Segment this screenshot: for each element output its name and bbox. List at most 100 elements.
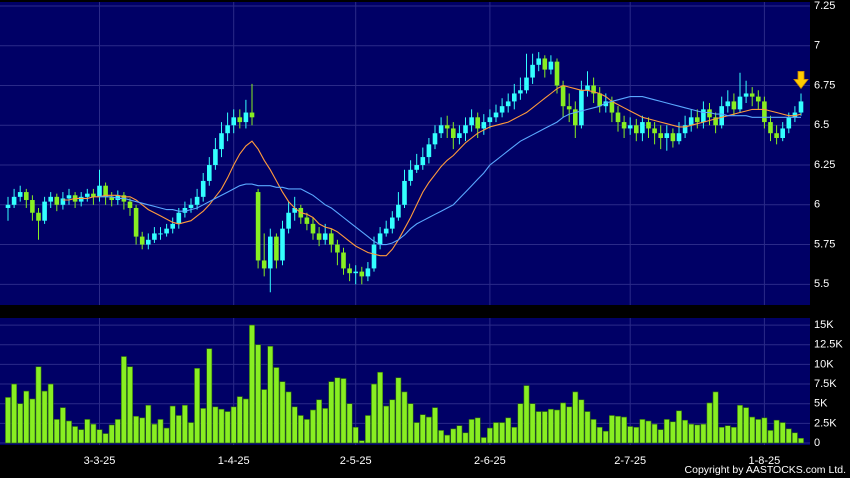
volume-bar [505,417,512,444]
candle-body [652,128,657,134]
volume-bar [773,419,780,444]
candle-body [566,106,572,110]
volume-bar [236,396,243,444]
volume-bar [66,420,72,444]
volume-bar [17,403,24,444]
candle-body [670,133,676,142]
candle-body [499,106,505,113]
volume-bar [200,408,207,444]
volume-bar [474,417,481,444]
x-tick-label: 2-6-25 [474,455,506,467]
candle-body [603,101,609,107]
candle-body [188,204,194,208]
candle-body [682,125,688,134]
volume-bar [499,422,505,444]
volume-bar [419,414,426,444]
volume-bar [700,423,707,444]
latest-arrow [793,71,809,90]
candle-body [146,239,151,245]
volume-bar [761,417,768,444]
candle-body [579,90,584,126]
volume-bar [682,419,688,444]
volume-bar [602,430,609,444]
candle-body [451,128,456,138]
volume-bar [322,408,329,444]
volume-bar [755,419,762,444]
volume-bar [151,423,158,444]
candle-body [426,144,432,158]
price-panel [0,2,810,305]
volume-bar [450,428,457,444]
volume-bar [639,419,646,444]
candle-body [194,196,200,205]
candle-body [109,196,114,201]
volume-bar [297,415,304,444]
candle-body [274,236,279,261]
candle-body [463,125,468,134]
candle-body [505,101,511,107]
volume-bar [486,427,493,444]
volume-bar [767,430,774,444]
candle-body [707,109,712,118]
candle-body [664,133,670,138]
candle-body [341,252,346,269]
volume-bar [194,368,200,444]
volume-bar [541,411,548,444]
candle-body [780,128,785,138]
candle-body [444,125,450,129]
x-tick-label: 1-8-25 [749,455,781,467]
volume-bar [432,407,438,444]
volume-bar [724,425,731,444]
candle-body [621,122,627,129]
volume-bar [358,440,365,444]
candle-body [54,196,60,205]
volume-bar [669,421,676,444]
candle-body [725,101,731,107]
volume-bar [285,391,292,444]
candle-body [377,233,383,245]
volume-bar [206,348,213,444]
volume-bar [566,406,573,444]
y-tick-label: 7.5K [814,378,837,390]
candle-body [481,122,487,129]
volume-bar [645,420,652,444]
volume-bar [102,433,109,444]
volume-bar [157,419,164,444]
candle-body [414,165,419,170]
volume-bar [718,426,725,444]
candle-body [768,122,773,134]
candle-body [286,212,291,229]
candle-body [127,201,133,208]
volume-bar [779,422,786,444]
candle-body [390,217,395,229]
candle-body [640,122,645,134]
candle-body [152,233,157,240]
volume-bar [438,430,444,444]
volume-bar [535,411,542,444]
volume-bar [230,406,237,444]
candle-body [585,85,590,91]
volume-bar [41,390,48,444]
volume-bar [23,390,30,444]
volume-bar [29,398,36,444]
volume-bar [676,410,682,444]
candle-body [30,200,35,213]
volume-bar [737,404,743,444]
volume-bar [218,408,225,444]
candle-body [786,117,792,129]
volume-bar [279,381,286,444]
x-tick-label: 2-7-25 [614,455,646,467]
volume-bar [596,426,603,444]
volume-bar [346,403,353,444]
volume-bar [529,403,536,444]
candle-body [402,180,407,205]
y-tick-label: 6.5 [814,119,829,131]
candle-body [353,271,358,274]
candle-body [85,193,90,197]
y-tick-label: 10K [814,358,834,370]
volume-bar [273,367,280,444]
candle-body [408,169,413,181]
volume-bar [133,415,139,444]
candle-body [536,58,541,65]
volume-bar [791,432,798,444]
